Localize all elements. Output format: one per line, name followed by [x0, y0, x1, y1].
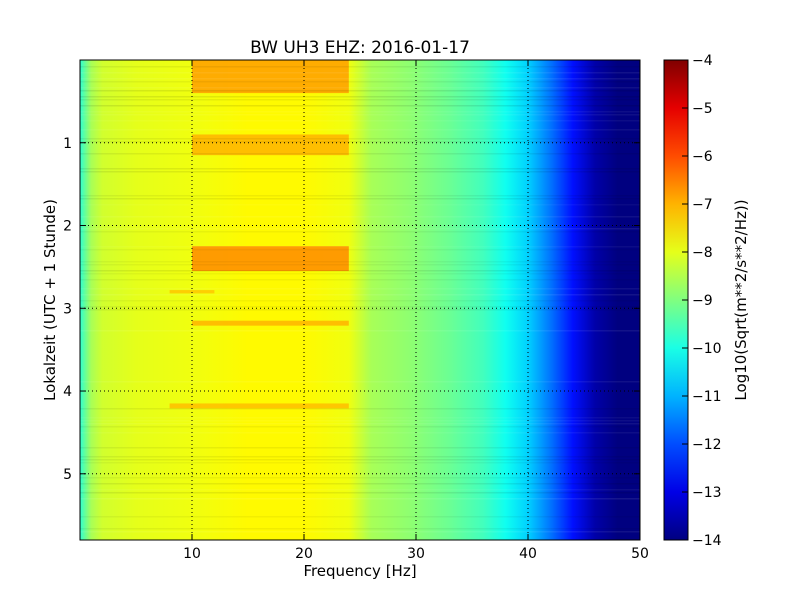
noise-band-5: [169, 403, 349, 409]
y-axis-label: Lokalzeit (UTC + 1 Stunde): [41, 199, 59, 401]
noise-band-3: [169, 290, 215, 294]
texture-stripe: [80, 498, 640, 500]
time-stripes: [80, 66, 640, 533]
colorbar-label: Log10(Sqrt(m**2/s**2/Hz)): [732, 199, 750, 400]
texture-stripe: [80, 279, 640, 281]
texture-stripe: [80, 477, 640, 479]
x-tick-label: 10: [183, 546, 201, 562]
texture-stripe: [80, 111, 640, 113]
x-tick-label: 20: [295, 546, 313, 562]
texture-stripe: [80, 141, 640, 143]
grid-lines: [80, 60, 640, 540]
texture-stripe: [80, 66, 640, 68]
texture-stripe: [80, 138, 640, 140]
colorbar-tick-label: −8: [692, 245, 713, 261]
texture-stripe: [80, 408, 640, 410]
noise-band-2: [192, 246, 349, 272]
texture-stripe: [80, 516, 640, 518]
texture-stripe: [80, 228, 640, 230]
texture-stripe: [80, 78, 640, 80]
texture-stripe: [80, 417, 640, 419]
texture-stripe: [80, 264, 640, 266]
colorbar-ticks: −4 −5 −6 −7 −8 −9 −10 −11 −12 −13 −14: [682, 53, 722, 549]
texture-stripe: [80, 261, 640, 263]
colorbar: −4 −5 −6 −7 −8 −9 −10 −11 −12 −13 −14 Log10(Sqrt(m…: [663, 53, 750, 549]
texture-stripe: [80, 195, 640, 197]
texture-stripe: [80, 309, 640, 311]
x-tick-label: 40: [519, 546, 537, 562]
texture-stripe: [80, 231, 640, 233]
colorbar-tick-label: −9: [692, 293, 713, 309]
spectrogram-plot: [80, 60, 640, 540]
y-tick-label: 3: [63, 301, 72, 317]
texture-stripe: [80, 423, 640, 425]
texture-stripe: [80, 216, 640, 218]
texture-stripe: [80, 87, 640, 89]
texture-stripe: [80, 273, 640, 275]
texture-stripe: [80, 153, 640, 155]
texture-stripe: [80, 426, 640, 428]
texture-stripe: [80, 168, 640, 170]
texture-stripe: [80, 72, 640, 74]
noise-band-0: [192, 60, 349, 94]
noise-bands: [169, 60, 349, 409]
texture-stripe: [80, 381, 640, 383]
texture-stripe: [80, 246, 640, 248]
chart-title: BW UH3 EHZ: 2016-01-17: [250, 38, 470, 58]
texture-stripe: [80, 249, 640, 251]
texture-stripe: [80, 489, 640, 491]
texture-stripe: [80, 90, 640, 92]
colorbar-tick-label: −10: [692, 341, 722, 357]
texture-stripe: [80, 120, 640, 122]
colorbar-tick-label: −6: [692, 149, 713, 165]
texture-stripe: [80, 198, 640, 200]
texture-stripe: [80, 105, 640, 107]
texture-stripe: [80, 531, 640, 533]
y-axis-ticks: 1 2 3 4 5: [63, 136, 640, 483]
colorbar-tick-label: −13: [692, 485, 722, 501]
texture-stripe: [80, 420, 640, 422]
x-axis-ticks: 10 20 30 40 50: [183, 60, 649, 562]
texture-stripe: [80, 528, 640, 530]
texture-stripe: [80, 96, 640, 98]
colorbar-tick-label: −14: [692, 533, 722, 549]
colorbar-tick-label: −12: [692, 437, 722, 453]
x-axis-label: Frequency [Hz]: [303, 562, 416, 580]
texture-stripe: [80, 462, 640, 464]
texture-stripe: [80, 459, 640, 461]
texture-stripe: [80, 270, 640, 272]
texture-stripe: [80, 171, 640, 173]
y-tick-label: 5: [63, 467, 72, 483]
colorbar-tick-label: −5: [692, 101, 713, 117]
texture-stripe: [80, 456, 640, 458]
texture-stripe: [80, 306, 640, 308]
y-tick-label: 4: [63, 384, 72, 400]
texture-stripe: [80, 99, 640, 101]
texture-stripe: [80, 483, 640, 485]
y-tick-label: 1: [63, 136, 72, 152]
texture-stripe: [80, 294, 640, 296]
texture-stripe: [80, 204, 640, 206]
noise-band-1: [192, 134, 349, 156]
spectrogram-base: [80, 60, 640, 540]
texture-stripe: [80, 432, 640, 434]
texture-stripe: [80, 81, 640, 83]
plot-frame: [79, 59, 641, 541]
texture-stripe: [80, 288, 640, 290]
texture-stripe: [80, 492, 640, 494]
noise-band-4: [192, 320, 349, 326]
y-tick-label: 2: [63, 219, 72, 235]
x-tick-label: 50: [631, 546, 649, 562]
x-tick-label: 30: [407, 546, 425, 562]
colorbar-tick-label: −4: [692, 53, 713, 69]
texture-stripe: [80, 330, 640, 332]
texture-stripe: [80, 129, 640, 131]
texture-stripe: [80, 300, 640, 302]
texture-stripe: [80, 114, 640, 116]
colorbar-tick-label: −11: [692, 389, 722, 405]
texture-stripe: [80, 447, 640, 449]
colorbar-tick-label: −7: [692, 197, 713, 213]
